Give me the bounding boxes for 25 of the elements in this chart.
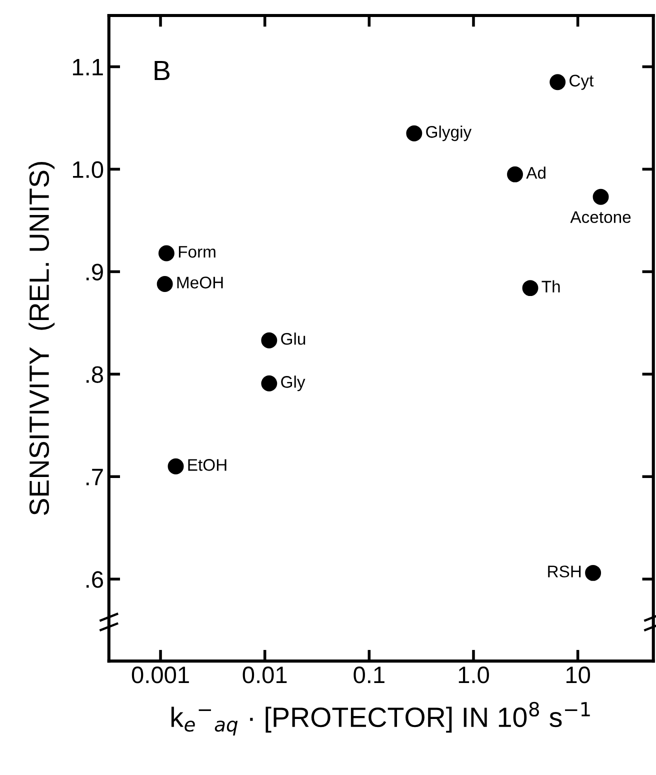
text: Th xyxy=(542,280,560,292)
y-tick-label: .7 xyxy=(86,468,103,486)
text: Gly xyxy=(281,376,306,392)
text: Glu xyxy=(281,332,306,345)
text: EtOH xyxy=(188,459,226,471)
text: Form xyxy=(178,246,216,258)
y-axis-title: SENSITIVITY (REL. UNITS) xyxy=(28,162,55,516)
x-tick-label: 1.0 xyxy=(458,666,489,684)
y-tick-label: .8 xyxy=(86,366,104,383)
text: Glygiy xyxy=(426,126,472,142)
x-axis-title: k$_{e}$$^{−}$$_{aq}$ · [PROTECTOR] IN 10$^{8}$ s$^{−1}$ xyxy=(171,702,590,736)
text: Acetone xyxy=(570,211,631,224)
text: Cyt xyxy=(570,74,594,90)
y-tick-label: .9 xyxy=(86,264,103,280)
y-tick-label: 1.1 xyxy=(73,59,103,76)
y-tick-label: .6 xyxy=(86,571,103,588)
text: RSH xyxy=(548,566,581,578)
annotation: B xyxy=(154,60,170,80)
x-tick-label: 0.01 xyxy=(242,666,287,684)
text: Ad xyxy=(526,166,546,179)
x-tick-label: 10 xyxy=(566,666,590,684)
x-tick-label: 0.1 xyxy=(354,666,384,684)
text: MeOH xyxy=(177,276,223,288)
x-tick-label: 0.001 xyxy=(132,666,189,684)
y-tick-label: 1.0 xyxy=(73,161,104,178)
